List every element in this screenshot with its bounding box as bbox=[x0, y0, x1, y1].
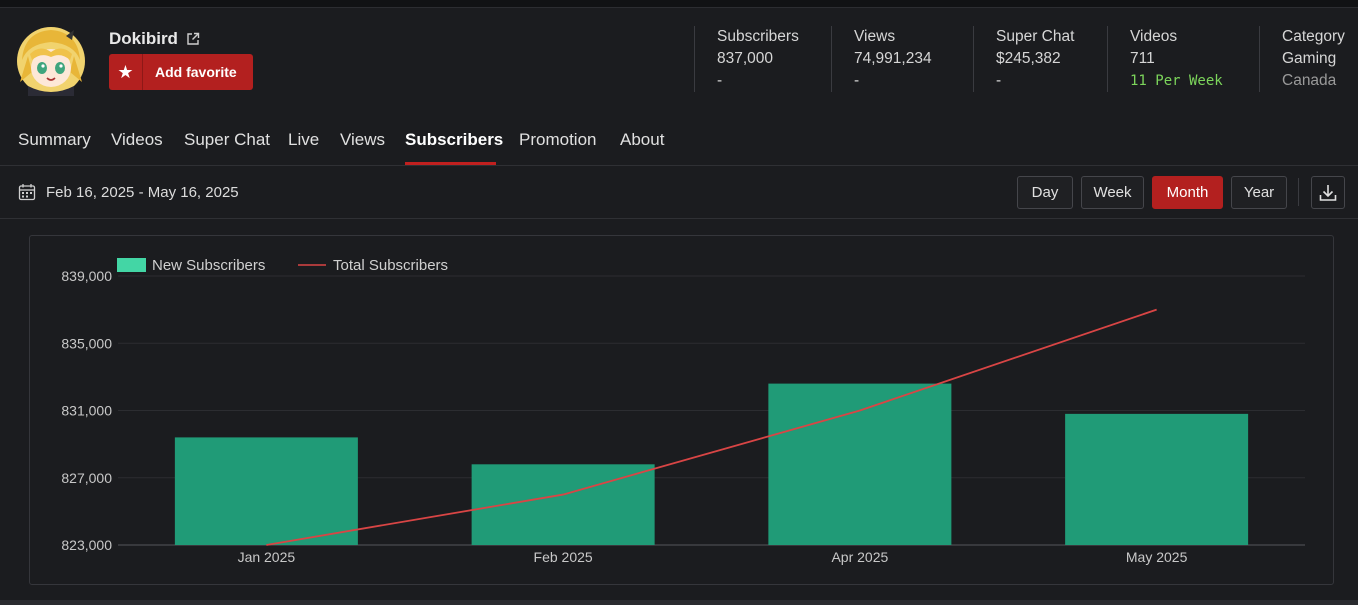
tab-promotion[interactable]: Promotion bbox=[519, 130, 597, 149]
avatar[interactable] bbox=[16, 26, 86, 96]
stat-category-value: Gaming bbox=[1282, 50, 1337, 67]
line-total-subscribers bbox=[266, 308, 1157, 546]
x-tick-label: Feb 2025 bbox=[534, 549, 593, 565]
active-tab-indicator bbox=[405, 162, 496, 165]
stat-super-chat-change: - bbox=[996, 72, 1002, 89]
stat-subscribers-change: - bbox=[717, 72, 723, 89]
bar-new-subscribers bbox=[1065, 413, 1249, 545]
stat-videos-value: 711 bbox=[1130, 50, 1155, 67]
stat-super-chat-value: $245,382 bbox=[996, 50, 1061, 67]
y-tick-label: 827,000 bbox=[61, 470, 112, 486]
calendar-icon bbox=[18, 184, 36, 201]
chart-toolbar: Feb 16, 2025 - May 16, 2025 Day Week Mon… bbox=[0, 166, 1358, 219]
legend-label-new-subscribers: New Subscribers bbox=[152, 257, 265, 274]
tab-live[interactable]: Live bbox=[288, 130, 320, 149]
date-range-text: Feb 16, 2025 - May 16, 2025 bbox=[46, 183, 239, 201]
external-link-icon[interactable] bbox=[186, 32, 200, 46]
stat-super-chat: Super Chat $245,382 - bbox=[973, 26, 1107, 92]
y-tick-label: 831,000 bbox=[61, 403, 112, 419]
stat-views-change: - bbox=[854, 72, 860, 89]
channel-name[interactable]: Dokibird bbox=[109, 29, 200, 49]
period-day-button[interactable]: Day bbox=[1017, 176, 1073, 209]
tab-about[interactable]: About bbox=[620, 130, 665, 149]
period-week-button[interactable]: Week bbox=[1081, 176, 1144, 209]
bottom-strip bbox=[0, 600, 1358, 605]
toolbar-divider bbox=[1298, 178, 1299, 206]
download-button[interactable] bbox=[1311, 176, 1345, 209]
channel-name-text[interactable]: Dokibird bbox=[109, 29, 178, 48]
stat-category-label: Category bbox=[1282, 28, 1345, 45]
x-tick-label: Jan 2025 bbox=[238, 549, 296, 565]
stat-videos: Videos 711 11 Per Week bbox=[1107, 26, 1259, 92]
subscribers-chart-card: 839,000 835,000 831,000 827,000 823,000 Jan 2… bbox=[29, 235, 1334, 585]
stat-videos-label: Videos bbox=[1130, 28, 1178, 45]
download-icon bbox=[1319, 184, 1337, 201]
stat-category: Category Gaming Canada bbox=[1259, 26, 1358, 92]
tab-subscribers[interactable]: Subscribers bbox=[405, 130, 504, 149]
stat-videos-rate: 11 Per Week bbox=[1130, 73, 1223, 89]
date-range-picker[interactable]: Feb 16, 2025 - May 16, 2025 bbox=[18, 183, 239, 201]
y-tick-label: 839,000 bbox=[61, 268, 112, 284]
stat-category-country: Canada bbox=[1282, 72, 1337, 89]
legend-swatch-new-subscribers bbox=[117, 258, 146, 272]
tab-bar: Summary Videos Super Chat Live Views Sub… bbox=[0, 118, 1358, 166]
stat-views: Views 74,991,234 - bbox=[831, 26, 973, 92]
star-icon: ★ bbox=[109, 54, 143, 90]
channel-stats: Subscribers 837,000 - Views 74,991,234 -… bbox=[694, 26, 1358, 92]
tab-videos[interactable]: Videos bbox=[111, 130, 163, 149]
add-favorite-button[interactable]: ★ Add favorite bbox=[109, 54, 253, 90]
legend-label-total-subscribers: Total Subscribers bbox=[333, 257, 448, 274]
bar-new-subscribers bbox=[174, 437, 358, 545]
tab-super-chat[interactable]: Super Chat bbox=[184, 130, 270, 149]
stat-views-value: 74,991,234 bbox=[854, 50, 932, 67]
stat-subscribers-label: Subscribers bbox=[717, 28, 799, 45]
x-tick-label: May 2025 bbox=[1126, 549, 1188, 565]
tab-views[interactable]: Views bbox=[340, 130, 386, 149]
y-tick-label: 835,000 bbox=[61, 335, 112, 351]
add-favorite-label: Add favorite bbox=[155, 64, 237, 80]
x-tick-label: Apr 2025 bbox=[831, 549, 888, 565]
period-month-button[interactable]: Month bbox=[1152, 176, 1223, 209]
period-year-button[interactable]: Year bbox=[1231, 176, 1287, 209]
stat-super-chat-label: Super Chat bbox=[996, 28, 1075, 45]
stat-subscribers: Subscribers 837,000 - bbox=[694, 26, 831, 92]
stat-subscribers-value: 837,000 bbox=[717, 50, 774, 67]
subscribers-chart: 839,000 835,000 831,000 827,000 823,000 Jan 2… bbox=[61, 257, 1305, 565]
top-border bbox=[0, 0, 1358, 8]
stat-views-label: Views bbox=[854, 28, 896, 45]
tab-summary[interactable]: Summary bbox=[18, 130, 91, 149]
y-tick-label: 823,000 bbox=[61, 537, 112, 553]
bar-new-subscribers bbox=[768, 383, 952, 545]
